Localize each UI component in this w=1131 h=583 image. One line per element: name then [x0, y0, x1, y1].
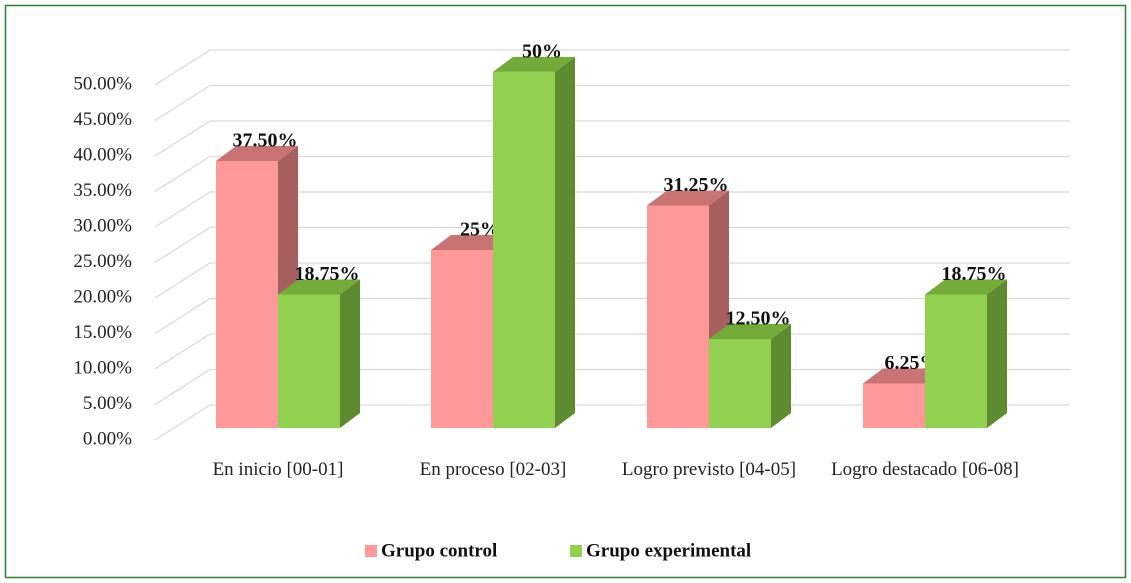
bar-side	[771, 323, 791, 428]
data-label: 18.75%	[295, 263, 360, 285]
bar-side	[987, 279, 1007, 428]
bar-front	[709, 338, 771, 428]
data-label: 25%	[460, 219, 500, 241]
y-tick-label: 15.00%	[73, 322, 132, 343]
legend-label: Grupo control	[381, 540, 497, 561]
bar	[493, 56, 575, 429]
grid-line	[154, 262, 1070, 299]
y-tick-label: 45.00%	[73, 109, 132, 130]
y-tick-label: 50.00%	[73, 73, 132, 94]
bar-top	[709, 323, 791, 339]
x-tick-label: En proceso [02-03]	[419, 459, 567, 480]
grid-line	[154, 297, 1070, 335]
data-label: 31.25%	[664, 174, 729, 196]
data-label: 50%	[522, 41, 562, 63]
bar-top	[647, 190, 729, 206]
bar-top	[863, 368, 945, 384]
grid-line	[154, 120, 1070, 157]
bar-top	[278, 279, 360, 295]
y-tick-label: 10.00%	[73, 357, 132, 378]
x-tick-label: En inicio [00-01]	[212, 459, 344, 480]
y-tick-label: 40.00%	[73, 144, 132, 165]
bar-top	[216, 145, 298, 161]
y-tick-label: 30.00%	[73, 215, 132, 236]
y-tick-label: 5.00%	[83, 393, 132, 414]
y-tick-label: 20.00%	[73, 286, 132, 307]
legend-label: Grupo experimental	[586, 540, 751, 561]
y-tick-label: 0.00%	[83, 428, 132, 449]
data-label: 37.50%	[233, 130, 298, 152]
grid-line	[154, 155, 1070, 193]
bar	[709, 323, 791, 428]
grid-line	[154, 226, 1070, 264]
grid-line	[154, 49, 1070, 86]
data-label: 18.75%	[942, 263, 1007, 285]
x-tick-label: Logro previsto [04-05]	[621, 459, 797, 480]
bar	[216, 145, 298, 429]
bar-top	[925, 279, 1007, 295]
bar	[925, 279, 1007, 428]
y-tick-label: 35.00%	[73, 180, 132, 201]
bar	[278, 279, 360, 428]
bar-front	[863, 383, 925, 428]
bar-top	[431, 234, 513, 250]
grid-line	[154, 84, 1070, 122]
bar-front	[216, 160, 278, 429]
grid-line	[154, 191, 1070, 228]
bar-front	[278, 294, 340, 428]
bar-front	[431, 249, 493, 428]
bar-side	[555, 56, 575, 429]
bar-front	[925, 294, 987, 428]
y-tick-label: 25.00%	[73, 251, 132, 272]
bar-front	[493, 71, 555, 428]
bar-front	[647, 205, 709, 428]
bar-top	[493, 56, 575, 72]
data-label: 12.50%	[726, 308, 791, 330]
legend-swatch	[570, 545, 582, 557]
x-tick-label: Logro destacado [06-08]	[831, 459, 1019, 480]
legend-swatch	[365, 545, 377, 557]
bar-side	[340, 279, 360, 428]
